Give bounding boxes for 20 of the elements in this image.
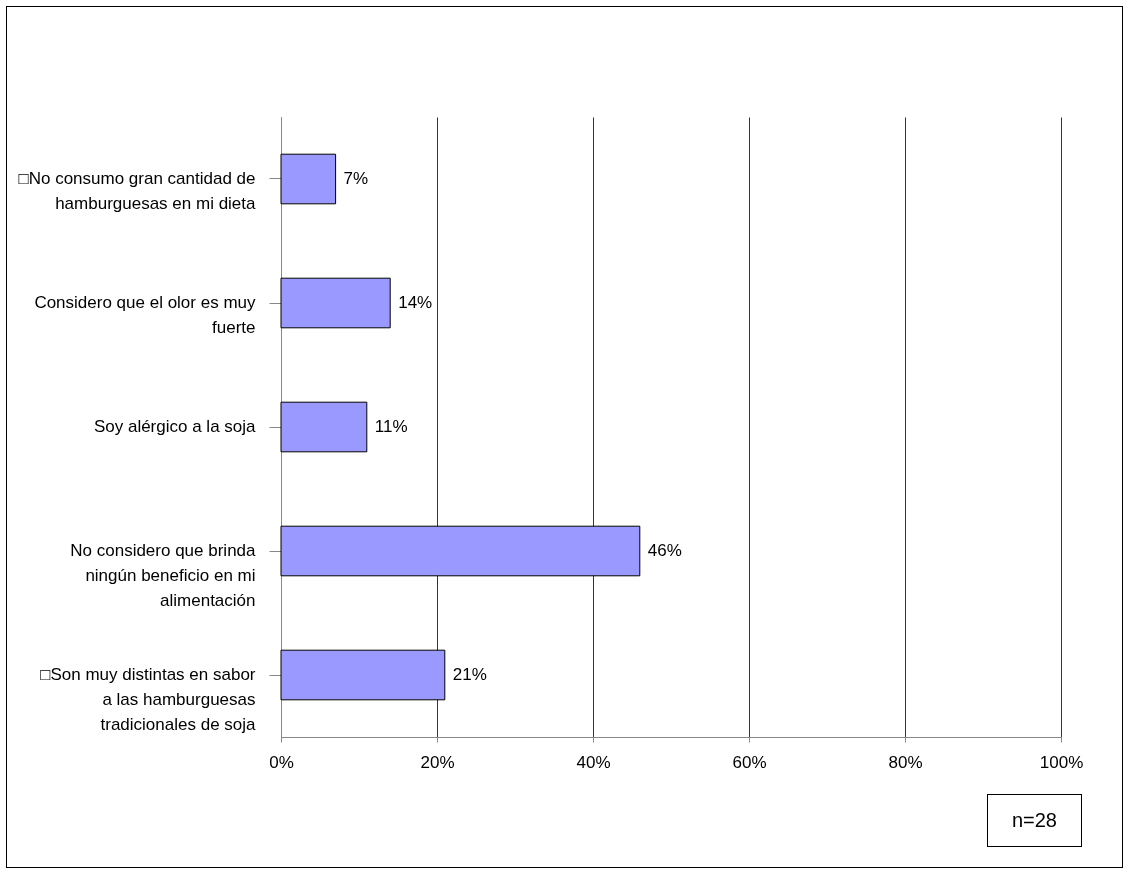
x-tick-label: 60% [732, 752, 767, 772]
y-tick-label: Soy alérgico a la soja [93, 417, 257, 436]
data-label: 46% [647, 541, 682, 560]
y-tick-label: No considero que brinda ningún beneficio en mi alimentación [70, 541, 257, 610]
x-tick-label: 20% [420, 752, 455, 772]
data-label: 14% [398, 293, 433, 312]
x-tick-label: 40% [576, 752, 611, 772]
y-tick-label: □Son muy distintas en sabor a las hamburguesas tradicionales de soja [40, 665, 257, 734]
y-tick-label: Considero que el olor es muy fuerte [34, 293, 256, 337]
bar [280, 277, 391, 329]
bar [280, 153, 337, 205]
text: n=28 [986, 794, 1082, 847]
bar [280, 401, 368, 453]
x-tick-label: 100% [1039, 752, 1084, 772]
data-label: 11% [374, 417, 408, 436]
data-label: 7% [343, 169, 369, 188]
x-tick-label: 0% [269, 752, 294, 772]
data-label: 21% [452, 665, 487, 684]
x-tick-label: 80% [888, 752, 923, 772]
y-tick-label: □No consumo gran cantidad de hamburguesas en mi dieta [18, 169, 257, 213]
